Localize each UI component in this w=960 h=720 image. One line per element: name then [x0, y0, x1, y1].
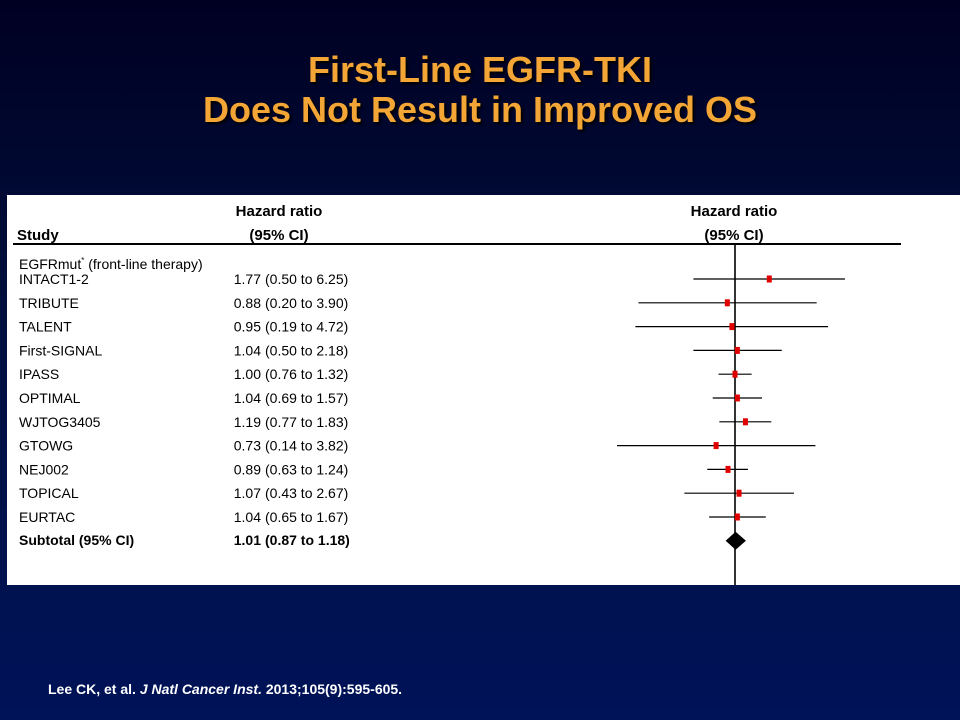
- plot-column-header-line1: Hazard ratio: [691, 203, 778, 220]
- hr-column-header-line1: Hazard ratio: [236, 203, 323, 220]
- ci-value: (0.50 to 6.25): [265, 271, 348, 287]
- study-name: WJTOG3405: [19, 414, 101, 430]
- hr-value: 1.07: [234, 485, 261, 501]
- ci-value: (0.69 to 1.57): [265, 390, 348, 406]
- study-name: GTOWG: [19, 438, 73, 454]
- citation: Lee CK, et al. J Natl Cancer Inst. 2013;…: [48, 681, 402, 697]
- hr-value: 1.00: [234, 366, 261, 382]
- hr-column-header-line2: (95% CI): [249, 227, 308, 244]
- study-column-header: Study: [17, 227, 59, 244]
- citation-journal: J Natl Cancer Inst.: [140, 681, 262, 697]
- study-name: First-SIGNAL: [19, 342, 102, 358]
- hr-value: 0.73: [234, 438, 261, 454]
- group-label-suffix: (front-line therapy): [84, 256, 202, 272]
- hr-value: 1.04: [234, 342, 261, 358]
- study-name: TOPICAL: [19, 485, 79, 501]
- hr-marker: [743, 418, 748, 425]
- subtotal-diamond: [726, 532, 746, 550]
- hr-marker: [714, 442, 719, 449]
- hr-value: 0.89: [234, 461, 261, 477]
- hr-value: 0.88: [234, 295, 261, 311]
- hr-marker: [735, 347, 740, 354]
- hr-marker: [735, 395, 740, 402]
- study-name: OPTIMAL: [19, 390, 81, 406]
- study-name: NEJ002: [19, 461, 69, 477]
- ci-value: (0.19 to 4.72): [265, 319, 348, 335]
- subtotal-ci-value: (0.87 to 1.18): [265, 532, 350, 548]
- study-name: TRIBUTE: [19, 295, 79, 311]
- plot-column-header-line2: (95% CI): [704, 227, 763, 244]
- hr-value: 1.04: [234, 390, 261, 406]
- hr-marker: [725, 299, 730, 306]
- ci-value: (0.20 to 3.90): [265, 295, 348, 311]
- group-label-text: EGFRmut: [19, 256, 81, 272]
- hr-value: 1.77: [234, 271, 261, 287]
- study-name: EURTAC: [19, 509, 75, 525]
- forest-plot-panel: Study Hazard ratio (95% CI) Hazard ratio…: [7, 195, 960, 585]
- ci-value: (0.63 to 1.24): [265, 461, 348, 477]
- hr-value: 1.19: [234, 414, 261, 430]
- ci-value: (0.50 to 2.18): [265, 342, 348, 358]
- hr-marker: [726, 466, 731, 473]
- hr-marker: [729, 323, 734, 330]
- hr-value: 1.04: [234, 509, 261, 525]
- title-line-2: Does Not Result in Improved OS: [0, 90, 960, 130]
- title-line-1: First-Line EGFR-TKI: [0, 50, 960, 90]
- subtotal-hr-value: 1.01: [234, 532, 261, 548]
- study-rows: INTACT1-2 1.77 (0.50 to 6.25)TRIBUTE 0.88 (0…: [19, 271, 845, 550]
- group-label: EGFRmut* (front-line therapy): [19, 256, 203, 272]
- study-name: INTACT1-2: [19, 271, 89, 287]
- hr-value: 0.95: [234, 319, 261, 335]
- hr-marker: [767, 276, 772, 283]
- ci-value: (0.65 to 1.67): [265, 509, 348, 525]
- hr-marker: [733, 371, 738, 378]
- citation-authors: Lee CK, et al.: [48, 681, 140, 697]
- ci-value: (0.14 to 3.82): [265, 438, 348, 454]
- forest-plot: Study Hazard ratio (95% CI) Hazard ratio…: [7, 195, 960, 585]
- hr-marker: [735, 514, 740, 521]
- ci-value: (0.76 to 1.32): [265, 366, 348, 382]
- ci-value: (0.43 to 2.67): [265, 485, 348, 501]
- study-name: TALENT: [19, 319, 72, 335]
- citation-details: 2013;105(9):595-605.: [262, 681, 402, 697]
- slide-title: First-Line EGFR-TKI Does Not Result in I…: [0, 50, 960, 130]
- hr-marker: [737, 490, 742, 497]
- study-name: IPASS: [19, 366, 59, 382]
- subtotal-label: Subtotal (95% CI): [19, 532, 134, 548]
- ci-value: (0.77 to 1.83): [265, 414, 348, 430]
